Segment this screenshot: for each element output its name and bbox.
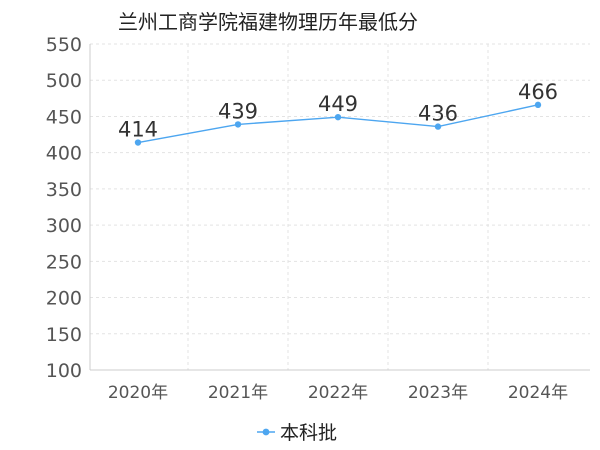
y-tick-label: 150 <box>46 324 82 346</box>
data-label: 439 <box>218 99 258 123</box>
legend-label[interactable]: 本科批 <box>280 422 337 444</box>
x-tick-label: 2023年 <box>408 383 468 403</box>
series-group: 414 439 449 436 466 <box>118 80 558 146</box>
x-tick-label: 2022年 <box>308 383 368 403</box>
y-tick-label: 350 <box>46 179 82 201</box>
y-tick-label: 200 <box>46 288 82 310</box>
x-tick-label: 2024年 <box>508 383 568 403</box>
data-point[interactable] <box>534 101 542 109</box>
legend[interactable]: 本科批 <box>257 422 337 444</box>
axes <box>89 44 590 371</box>
data-label: 466 <box>518 80 558 104</box>
data-point[interactable] <box>134 139 142 146</box>
data-point[interactable] <box>334 113 342 121</box>
x-axis-ticks: 2020年 2021年 2022年 2023年 2024年 <box>108 383 568 403</box>
y-tick-label: 500 <box>46 70 82 92</box>
y-tick-label: 400 <box>46 143 82 165</box>
chart-title: 兰州工商学院福建物理历年最低分 <box>118 10 418 34</box>
data-label: 436 <box>418 102 458 126</box>
y-tick-label: 100 <box>46 360 82 382</box>
data-point[interactable] <box>434 123 442 130</box>
grid-lines <box>90 43 590 370</box>
data-label: 414 <box>118 118 158 142</box>
y-tick-label: 250 <box>46 251 82 273</box>
y-tick-label: 550 <box>46 34 82 56</box>
x-tick-label: 2020年 <box>108 383 168 403</box>
y-tick-label: 450 <box>46 106 82 128</box>
x-tick-label: 2021年 <box>208 383 268 403</box>
legend-point-marker <box>262 428 270 436</box>
y-tick-label: 300 <box>46 215 82 237</box>
data-label: 449 <box>318 92 358 116</box>
y-axis-ticks: 100 150 200 250 300 350 400 450 500 550 <box>46 34 82 382</box>
data-point[interactable] <box>234 121 242 128</box>
